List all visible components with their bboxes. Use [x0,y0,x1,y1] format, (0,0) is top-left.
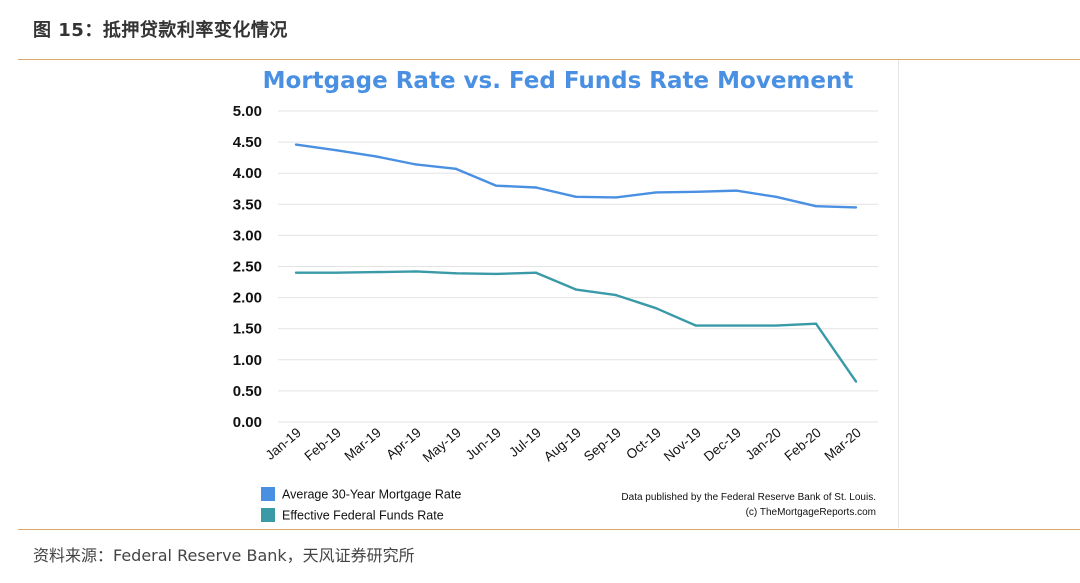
figure-title: 图 15：抵押贷款利率变化情况 [33,20,288,41]
y-tick-label: 0.00 [233,414,262,431]
x-tick-label: Jan-20 [743,425,784,463]
data-point [374,270,378,274]
y-tick-label: 0.50 [233,383,262,400]
chart-annotation: (c) TheMortgageReports.com [746,507,876,518]
y-tick-label: 4.50 [233,134,262,151]
image-right-border [898,60,899,528]
data-point [374,155,378,158]
data-point [694,190,698,194]
data-point [774,195,778,199]
y-tick-label: 3.50 [233,196,262,213]
x-tick-label: Mar-19 [342,425,384,464]
data-point [454,167,458,171]
data-point [294,271,298,274]
bottom-divider [18,529,1080,530]
x-tick-label: May-19 [420,425,464,465]
gridlines [278,110,878,423]
data-point [774,324,778,327]
chart-annotations: Data published by the Federal Reserve Ba… [621,492,876,518]
data-point [334,271,338,274]
data-point [494,272,498,276]
x-tick-label: Dec-19 [701,425,744,464]
legend-swatch [261,487,275,501]
x-tick-label: Jun-19 [463,425,504,463]
data-point [494,184,498,187]
y-tick-label: 3.00 [233,227,262,244]
data-point [654,191,658,194]
data-point [614,293,618,297]
series-lines [294,143,858,383]
y-tick-label: 5.00 [233,103,262,120]
data-point [534,271,538,274]
top-divider [18,59,1080,60]
legend-swatch [261,508,275,522]
data-point [734,324,738,327]
data-point [814,204,818,208]
x-tick-label: Jan-19 [263,425,304,463]
y-tick-label: 2.50 [233,259,262,276]
chart-title: Mortgage Rate vs. Fed Funds Rate Movemen… [263,68,854,94]
data-point [414,163,418,166]
data-point [334,148,338,152]
data-point [814,322,818,325]
data-point [694,324,698,327]
y-tick-label: 1.00 [233,352,262,369]
x-tick-label: Feb-19 [302,425,344,464]
chart-annotation: Data published by the Federal Reserve Ba… [621,492,876,503]
data-point [574,195,578,199]
data-point [734,189,738,192]
x-tick-label: Apr-19 [383,425,424,463]
x-tick-label: Mar-20 [822,425,864,464]
data-point [414,270,418,273]
y-tick-label: 4.00 [233,165,262,182]
legend: Average 30-Year Mortgage Rate Effective F… [261,487,461,523]
data-point [614,196,618,199]
x-tick-label: Oct-19 [623,425,664,463]
x-tick-label: Feb-20 [782,425,824,464]
legend-label: Average 30-Year Mortgage Rate [282,488,461,502]
legend-label: Effective Federal Funds Rate [282,509,444,523]
data-point [574,288,578,291]
x-tick-label: Sep-19 [581,425,624,464]
data-point [654,306,658,310]
data-point [294,143,298,146]
data-point [854,206,858,209]
x-tick-label: Jul-19 [506,425,544,460]
y-tick-label: 2.00 [233,290,262,307]
data-point [854,380,858,383]
y-tick-label: 1.50 [233,321,262,338]
data-point [534,186,538,189]
data-point [454,272,458,275]
x-tick-label: Aug-19 [541,425,584,464]
y-axis-ticks: 0.00 0.50 1.00 1.50 2.00 2.50 3.00 3.50 4.00 4.50… [233,103,262,431]
source-note: 资料来源：Federal Reserve Bank，天风证券研究所 [33,546,415,565]
x-tick-label: Nov-19 [661,425,704,464]
series-line-2 [296,270,857,383]
